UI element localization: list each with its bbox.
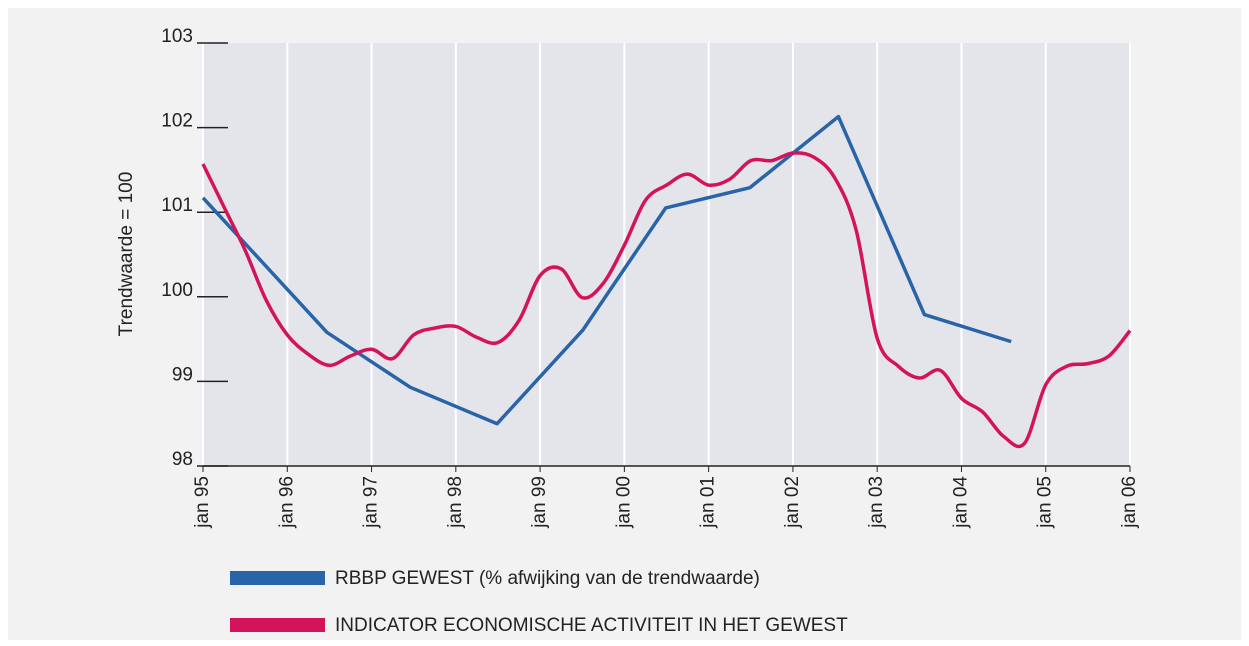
- legend-label: INDICATOR ECONOMISCHE ACTIVITEIT IN HET …: [335, 615, 848, 636]
- x-tick-label: jan 96: [276, 476, 297, 529]
- x-tick-label: jan 97: [361, 476, 382, 529]
- x-tick-label: jan 03: [866, 476, 887, 529]
- x-tick-label: jan 00: [613, 476, 634, 529]
- y-tick-label: 103: [161, 26, 193, 47]
- series-line: [201, 114, 1012, 426]
- x-tick-label: jan 99: [529, 476, 550, 529]
- y-tick-label: 101: [161, 195, 193, 216]
- x-tick-label: jan 05: [1035, 476, 1056, 529]
- legend-label: RBBP GEWEST (% afwijking van de trendwaa…: [335, 568, 760, 589]
- plot-background: [203, 43, 1130, 466]
- y-tick-label: 99: [172, 364, 193, 385]
- series-line: [201, 151, 1132, 449]
- y-tick-label: 98: [172, 449, 193, 470]
- y-tick-label: 102: [161, 111, 193, 132]
- y-axis-label: Trendwaarde = 100: [116, 172, 137, 337]
- x-tick-label: jan 04: [950, 476, 971, 529]
- x-tick-label: jan 95: [192, 476, 213, 529]
- legend-swatch: [230, 571, 325, 585]
- x-tick-label: jan 06: [1119, 476, 1140, 529]
- legend-swatch: [230, 618, 325, 632]
- x-tick-label: jan 02: [782, 476, 803, 529]
- x-tick-label: jan 98: [445, 476, 466, 529]
- x-tick-label: jan 01: [698, 476, 719, 529]
- y-tick-label: 100: [161, 280, 193, 301]
